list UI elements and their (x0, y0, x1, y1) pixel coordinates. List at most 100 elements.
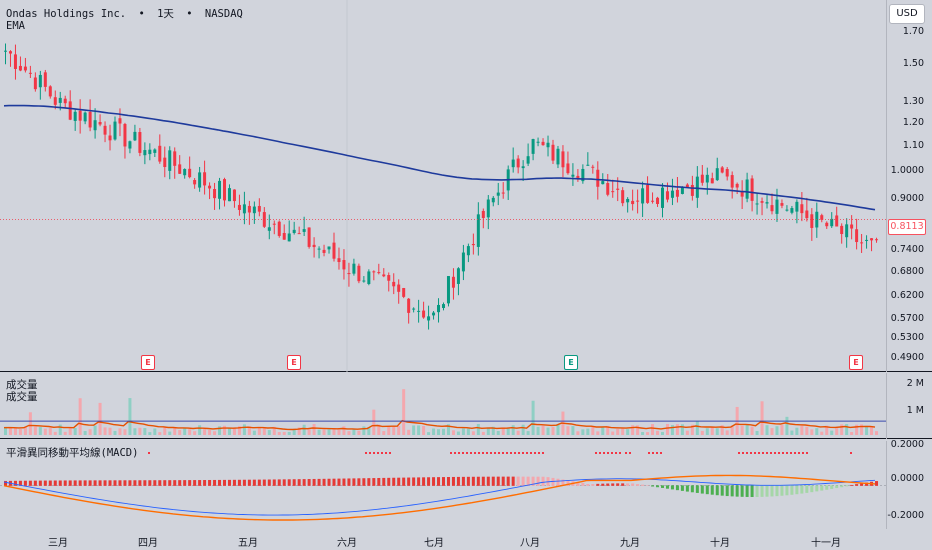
macd-histogram-bar (860, 483, 864, 486)
macd-panel[interactable]: 平滑異同移動平均線(MACD) 0.2000 0.0000 -0.2000 (0, 439, 932, 529)
macd-histogram-bar (73, 480, 77, 486)
candle-body (830, 218, 834, 227)
candle-body (665, 191, 669, 200)
volume-bar (800, 425, 804, 435)
volume-bar (491, 426, 495, 435)
volume-bar (282, 431, 286, 435)
candle-body (685, 184, 689, 188)
currency-button[interactable]: USD (889, 4, 925, 24)
candle-body (412, 308, 416, 310)
macd-histogram-bar (432, 477, 436, 486)
volume-bar (641, 431, 645, 435)
volume-title[interactable]: 成交量 (6, 379, 38, 391)
earnings-marker[interactable]: E (287, 355, 301, 370)
candle-body (770, 205, 774, 212)
macd-histogram-bar (755, 485, 759, 497)
macd-histogram-bar (242, 479, 246, 486)
macd-histogram-bar (531, 476, 535, 486)
macd-histogram-bar (407, 477, 411, 486)
candle-body (571, 174, 575, 177)
candle-body (461, 252, 465, 272)
signal-dot (486, 452, 488, 454)
macd-histogram-bar (143, 480, 147, 486)
signal-dot (506, 452, 508, 454)
signal-dot (802, 452, 804, 454)
macd-histogram-bar (850, 484, 854, 486)
price-chart[interactable] (0, 0, 932, 372)
candle-body (422, 310, 426, 318)
time-tick: 四月 (138, 538, 158, 549)
volume-bar (536, 426, 540, 435)
volume-bar (521, 424, 525, 435)
earnings-marker[interactable]: E (141, 355, 155, 370)
candle-body (287, 233, 291, 242)
candle-body (695, 176, 699, 198)
volume-bar (392, 425, 396, 435)
candle-body (581, 168, 585, 182)
signal-dot (806, 452, 808, 454)
candle-body (486, 199, 490, 218)
candle-body (143, 150, 147, 156)
volume-bar (397, 426, 401, 435)
volume-tick: 2 M (906, 378, 924, 389)
macd-chart[interactable] (0, 441, 932, 529)
candle-body (427, 316, 431, 321)
signal-dot (369, 452, 371, 454)
volume-bar (446, 424, 450, 435)
time-tick: 九月 (620, 538, 640, 549)
macd-histogram-bar (78, 480, 82, 486)
volume-bar (4, 426, 7, 435)
volume-bar (576, 431, 580, 435)
price-panel[interactable]: Ondas Holdings Inc. • 1天 • NASDAQ EMA US… (0, 0, 932, 372)
macd-histogram-bar (675, 485, 679, 491)
volume-bar (541, 425, 545, 435)
candle-body (526, 156, 530, 164)
macd-histogram-bar (621, 483, 625, 486)
volume-bar (511, 425, 515, 435)
volume-bar (173, 427, 177, 435)
earnings-marker[interactable]: E (849, 355, 863, 370)
earnings-marker[interactable]: E (564, 355, 578, 370)
volume-bar (227, 428, 231, 435)
interval-label[interactable]: 1天 (157, 8, 174, 20)
candle-body (362, 280, 366, 282)
macd-histogram-bar (730, 485, 734, 497)
candle-body (417, 310, 421, 312)
macd-histogram-bar (800, 485, 804, 494)
ema-legend[interactable]: EMA (6, 20, 25, 32)
macd-histogram-bar (337, 478, 341, 486)
macd-histogram-bar (581, 483, 585, 486)
macd-histogram-bar (680, 485, 684, 491)
volume-chart[interactable] (0, 373, 932, 439)
signal-dot (798, 452, 800, 454)
volume-bar (23, 426, 27, 435)
volume-bar (232, 428, 236, 435)
volume-bar (38, 427, 42, 435)
signal-dot (754, 452, 756, 454)
signal-dot (746, 452, 748, 454)
volume-bar (611, 431, 615, 435)
volume-bar (670, 425, 674, 435)
volume-bar (680, 424, 684, 435)
signal-dot (782, 452, 784, 454)
volume-bar (755, 430, 759, 435)
time-tick: 八月 (520, 538, 540, 549)
candle-body (760, 201, 764, 203)
candle-body (193, 179, 197, 185)
volume-bar (367, 427, 371, 435)
candle-body (237, 204, 241, 210)
symbol-name[interactable]: Ondas Holdings Inc. (6, 8, 127, 20)
macd-histogram-bar (327, 478, 331, 486)
volume-bar (855, 424, 859, 435)
candle-body (591, 166, 595, 168)
macd-histogram-bar (840, 485, 844, 488)
volume-panel[interactable]: 成交量 成交量 2 M 1 M (0, 373, 932, 439)
price-tick: 0.6200 (890, 290, 924, 301)
volume-bar (646, 432, 650, 435)
macd-title[interactable]: 平滑異同移動平均線(MACD) (6, 447, 139, 459)
candle-body (108, 135, 112, 141)
macd-histogram-bar (456, 476, 460, 486)
candle-body (33, 77, 37, 90)
signal-dot (526, 452, 528, 454)
signal-dot (595, 452, 597, 454)
